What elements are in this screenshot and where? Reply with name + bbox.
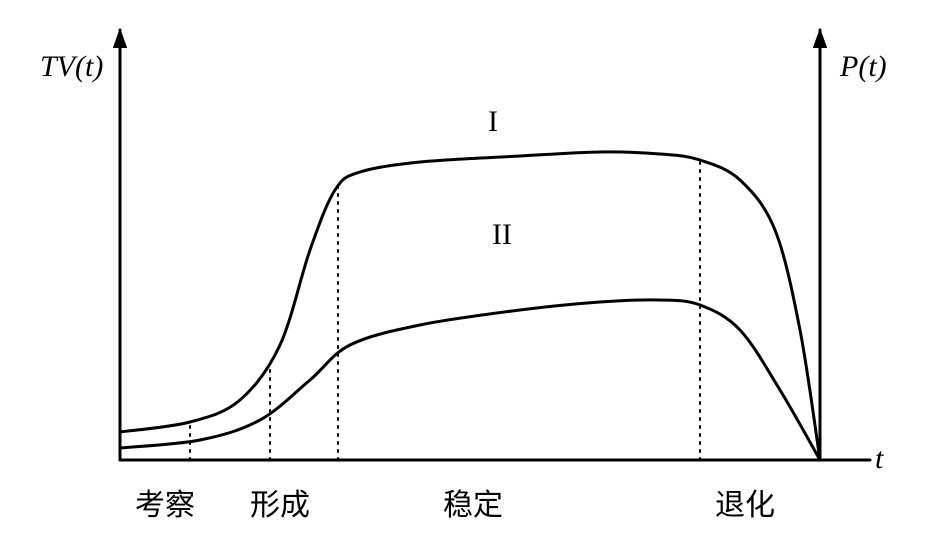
right-y-axis-label: P(t) [840, 50, 887, 84]
curve-two-label: II [492, 218, 512, 252]
x-axis-label: t [875, 442, 883, 476]
phase-label-inspect: 考察 [135, 480, 195, 524]
phase-label-stable: 稳定 [443, 480, 503, 524]
curve-one-label: I [488, 105, 498, 139]
chart-container: TV(t) P(t) t I II 考察 形成 稳定 退化 [0, 0, 941, 557]
phase-label-degrade: 退化 [715, 480, 775, 524]
left-y-axis-label: TV(t) [40, 50, 103, 84]
phase-label-form: 形成 [250, 480, 310, 524]
chart-svg [0, 0, 941, 557]
